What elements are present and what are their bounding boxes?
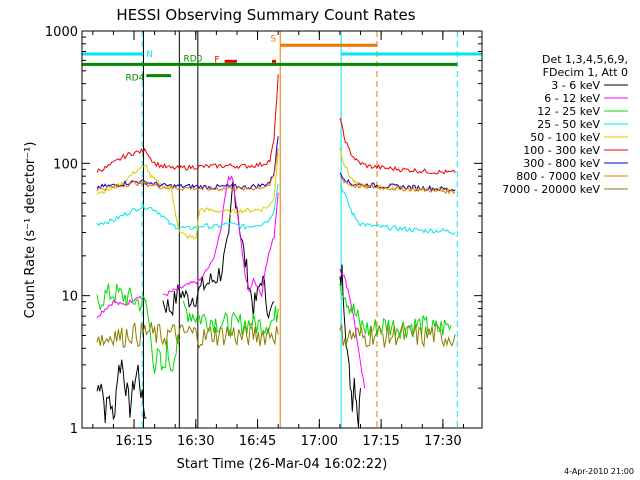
x-axis-ticks: 16:15 16:30 16:45 17:00 17:15 17:30 (92, 31, 464, 449)
series-line-25-50keV (339, 184, 456, 235)
x-tick-label: 17:00 (301, 434, 338, 449)
series-line-50-100keV (96, 152, 279, 240)
series-line-7000-20000keV (339, 323, 456, 349)
event-markers (141, 31, 458, 428)
legend-header: FDecim 1, Att 0 (543, 66, 628, 79)
x-tick-label: 17:30 (424, 434, 461, 449)
legend-entry-label: 25 - 50 keV (537, 118, 600, 131)
chart-title: HESSI Observing Summary Count Rates (116, 6, 415, 24)
legend-entry-label: 12 - 25 keV (537, 105, 600, 118)
series-line-3-6keV (162, 180, 275, 320)
series-line-7000-20000keV (96, 322, 279, 350)
y-tick-label: 1 (70, 422, 78, 437)
legend-entry-label: 50 - 100 keV (530, 131, 600, 144)
series-line-6-12keV (162, 175, 279, 298)
series-line-50-100keV (339, 147, 456, 193)
flag-label-rd4: RD4 (125, 74, 144, 84)
series-line-12-25keV (96, 283, 180, 374)
legend-entry-label: 3 - 6 keV (551, 79, 600, 92)
legend-entry-label: 300 - 800 keV (523, 157, 600, 170)
legend-entry-label: 7000 - 20000 keV (502, 183, 600, 196)
x-tick-label: 16:15 (115, 434, 152, 449)
y-tick-label: 100 (53, 157, 78, 172)
x-tick-label: 16:30 (177, 434, 214, 449)
series-line-6-12keV (96, 295, 147, 319)
series-line-3-6keV (339, 264, 361, 428)
series-line-3-6keV (96, 359, 147, 424)
x-axis-label: Start Time (26-Mar-04 16:02:22) (177, 457, 388, 472)
y-axis-ticks: 1 10 100 1000 (45, 25, 482, 437)
flag-label-f: F (214, 55, 219, 65)
series-line-300-800keV (96, 136, 279, 191)
y-tick-label: 10 (61, 290, 78, 305)
legend-header: Det 1,3,4,5,6,9, (542, 53, 628, 66)
legend-entry-label: 6 - 12 keV (544, 92, 600, 105)
plot-area: N S F RD0 RD4 16:15 16:30 16:45 17:00 17:15 17:30… (45, 25, 483, 449)
series-line-100-300keV (96, 74, 279, 173)
x-tick-label: 17:15 (362, 434, 399, 449)
y-tick-label: 1000 (45, 25, 78, 40)
flag-label-s: S (270, 34, 276, 44)
flag-label-rd0: RD0 (183, 54, 202, 64)
series-lines (96, 74, 456, 428)
plot-frame (81, 30, 483, 429)
flag-bars: N S F RD0 RD4 (82, 34, 482, 84)
series-line-800-7000keV (96, 148, 279, 192)
flag-label-n: N (146, 50, 153, 60)
series-line-100-300keV (339, 117, 456, 175)
series-line-12-25keV (182, 300, 279, 339)
legend: Det 1,3,4,5,6,9,FDecim 1, Att 03 - 6 keV… (502, 53, 628, 196)
y-axis-label: Count Rate (s⁻¹ detector⁻¹) (23, 142, 38, 319)
series-line-25-50keV (96, 183, 279, 230)
legend-entry-label: 100 - 300 keV (523, 144, 600, 157)
series-line-800-7000keV (339, 176, 456, 195)
date-stamp: 4-Apr-2010 21:00 (564, 467, 634, 476)
x-tick-label: 16:45 (239, 434, 276, 449)
legend-entry-label: 800 - 7000 keV (516, 170, 600, 183)
